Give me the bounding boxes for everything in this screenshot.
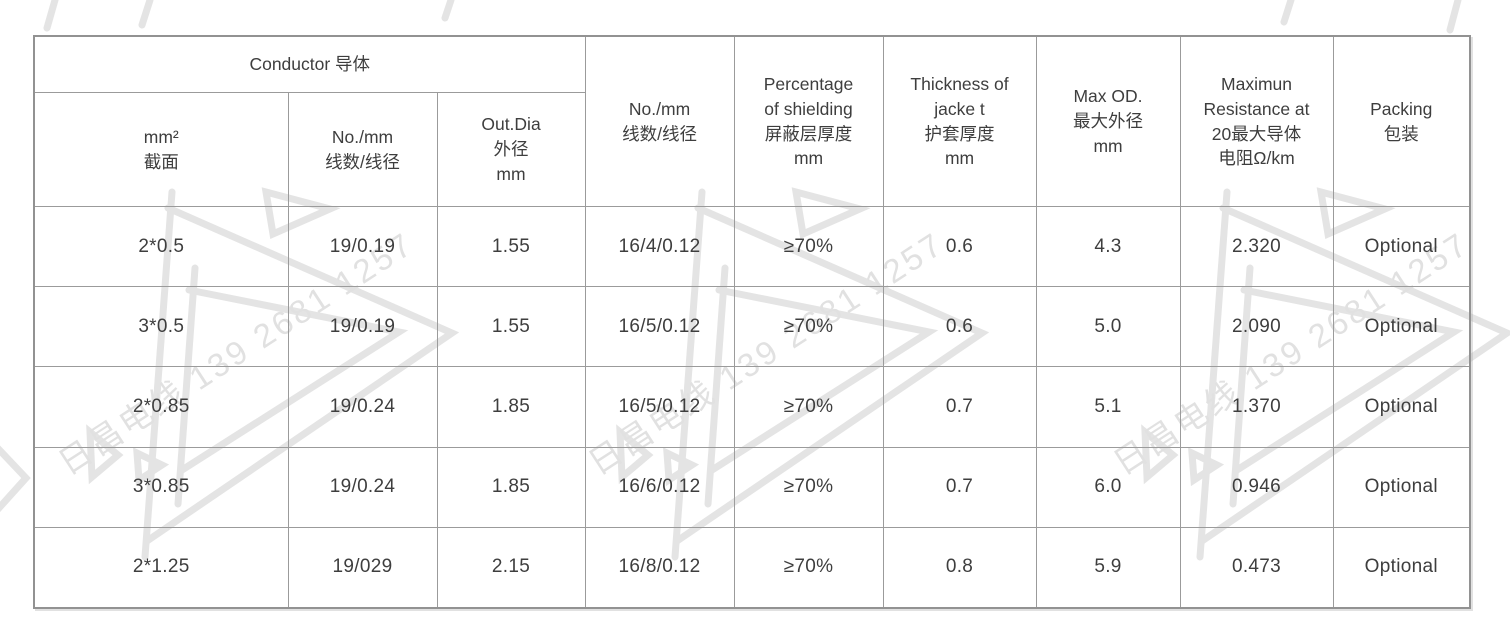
table-cell: 0.946 bbox=[1179, 446, 1334, 528]
table-cell: 2.320 bbox=[1179, 205, 1334, 288]
table-cell: 1.55 bbox=[436, 286, 586, 368]
cable-spec-table: Conductor 导体 No./mm 线数/线径 Percentage of … bbox=[33, 35, 1472, 609]
header-group-row: Conductor 导体 No./mm 线数/线径 Percentage of … bbox=[33, 35, 1471, 207]
table-header: Conductor 导体 No./mm 线数/线径 Percentage of … bbox=[33, 35, 1471, 207]
table-cell: 19/0.19 bbox=[287, 205, 438, 288]
table-row: 2*1.25 19/029 2.15 16/8/0.12 ≥70% 0.8 5.… bbox=[33, 526, 1471, 609]
table-cell: 19/0.24 bbox=[287, 446, 438, 528]
header-sub-row: mm² 截面 No./mm 线数/线径 Out.Dia 外径 mm bbox=[33, 92, 1470, 207]
table-cell: 16/5/0.12 bbox=[584, 366, 735, 448]
table-cell: ≥70% bbox=[733, 526, 884, 609]
table-cell: 2.15 bbox=[436, 526, 586, 609]
table-cell: Optional bbox=[1332, 205, 1471, 288]
table-cell: Optional bbox=[1332, 286, 1471, 368]
header-shielding-percentage: Percentage of shielding 屏蔽层厚度 mm bbox=[733, 35, 884, 207]
table-row: 3*0.85 19/0.24 1.85 16/6/0.12 ≥70% 0.7 6… bbox=[33, 446, 1471, 528]
table-cell: 16/8/0.12 bbox=[584, 526, 735, 609]
table-cell: 3*0.85 bbox=[33, 446, 289, 528]
table-cell: 0.473 bbox=[1179, 526, 1334, 609]
table-cell: 5.0 bbox=[1035, 286, 1181, 368]
table-cell: ≥70% bbox=[733, 446, 884, 528]
table-cell: 2.090 bbox=[1179, 286, 1334, 368]
header-packing: Packing 包装 bbox=[1332, 35, 1471, 207]
header-conductor-group: Conductor 导体 bbox=[33, 35, 586, 93]
table-row: 3*0.5 19/0.19 1.55 16/5/0.12 ≥70% 0.6 5.… bbox=[33, 286, 1471, 368]
table-cell: 0.7 bbox=[882, 366, 1037, 448]
table-cell: ≥70% bbox=[733, 286, 884, 368]
table-cell: 16/6/0.12 bbox=[584, 446, 735, 528]
header-max-od: Max OD. 最大外径 mm bbox=[1035, 35, 1181, 207]
table-cell: 16/5/0.12 bbox=[584, 286, 735, 368]
table-cell: 19/0.24 bbox=[287, 366, 438, 448]
table-cell: 4.3 bbox=[1035, 205, 1181, 288]
table-cell: 2*1.25 bbox=[33, 526, 289, 609]
header-shield-no-mm: No./mm 线数/线径 bbox=[584, 35, 735, 207]
table-cell: 16/4/0.12 bbox=[584, 205, 735, 288]
table-cell: 6.0 bbox=[1035, 446, 1181, 528]
table-cell: 19/0.19 bbox=[287, 286, 438, 368]
table-cell: 1.85 bbox=[436, 446, 586, 528]
header-jacket-thickness: Thickness of jacke t 护套厚度 mm bbox=[882, 35, 1037, 207]
table-cell: Optional bbox=[1332, 446, 1471, 528]
table-cell: Optional bbox=[1332, 366, 1471, 448]
table-cell: ≥70% bbox=[733, 366, 884, 448]
table-cell: 1.370 bbox=[1179, 366, 1334, 448]
header-conductor-no-mm: No./mm 线数/线径 bbox=[287, 92, 438, 207]
table-cell: ≥70% bbox=[733, 205, 884, 288]
table-cell: 2*0.5 bbox=[33, 205, 289, 288]
table-row: 2*0.5 19/0.19 1.55 16/4/0.12 ≥70% 0.6 4.… bbox=[33, 205, 1471, 288]
table-row: 2*0.85 19/0.24 1.85 16/5/0.12 ≥70% 0.7 5… bbox=[33, 366, 1471, 448]
table-cell: 0.7 bbox=[882, 446, 1037, 528]
table-cell: 5.9 bbox=[1035, 526, 1181, 609]
table-cell: 19/029 bbox=[287, 526, 438, 609]
table-cell: 0.6 bbox=[882, 286, 1037, 368]
table-cell: 3*0.5 bbox=[33, 286, 289, 368]
table-cell: 0.6 bbox=[882, 205, 1037, 288]
table-cell: Optional bbox=[1332, 526, 1471, 609]
table-body: 2*0.5 19/0.19 1.55 16/4/0.12 ≥70% 0.6 4.… bbox=[33, 205, 1471, 609]
table-cell: 1.55 bbox=[436, 205, 586, 288]
header-mm2: mm² 截面 bbox=[33, 92, 289, 207]
table-cell: 0.8 bbox=[882, 526, 1037, 609]
table-cell: 5.1 bbox=[1035, 366, 1181, 448]
table-cell: 2*0.85 bbox=[33, 366, 289, 448]
header-max-resistance: Maximun Resistance at 20最大导体 电阻Ω/km bbox=[1179, 35, 1334, 207]
header-out-dia: Out.Dia 外径 mm bbox=[436, 92, 586, 207]
table-cell: 1.85 bbox=[436, 366, 586, 448]
